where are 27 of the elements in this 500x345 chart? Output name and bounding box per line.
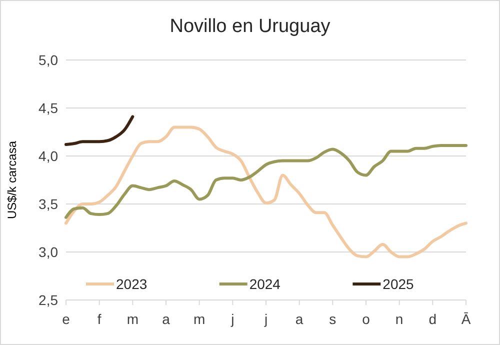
- x-tick-label: d: [428, 311, 437, 327]
- y-tick-label: 5,0: [38, 52, 58, 68]
- x-tick-label: j: [230, 311, 234, 327]
- x-tick-label: e: [62, 311, 70, 327]
- x-tick-label: n: [395, 311, 404, 327]
- x-tick-label: f: [97, 311, 102, 327]
- x-tick-label: o: [362, 311, 370, 327]
- x-tick-label: s: [329, 311, 336, 327]
- line-series: [64, 115, 134, 146]
- line-series: [64, 126, 468, 258]
- y-tick-label: 4,0: [38, 148, 58, 164]
- y-tick-label: 4,5: [38, 100, 58, 116]
- x-tick-label: j: [263, 311, 268, 327]
- y-tick-label: 3,5: [38, 196, 58, 212]
- x-tick-label: m: [193, 311, 206, 327]
- legend-label: 2024: [249, 276, 281, 292]
- x-tick-label: a: [162, 311, 170, 327]
- legend-label: 2023: [116, 276, 148, 292]
- legend-label: 2025: [382, 276, 414, 292]
- x-tick-label: Ā: [461, 311, 472, 327]
- y-tick-label: 2,5: [38, 292, 58, 308]
- x-tick-label: a: [295, 311, 304, 327]
- x-tick-label: m: [126, 311, 139, 327]
- chart-title: Novillo en Uruguay: [170, 16, 331, 37]
- line-series: [64, 144, 468, 219]
- y-tick-label: 3,0: [38, 244, 58, 260]
- y-axis-title: US$/k carcasa: [5, 140, 19, 220]
